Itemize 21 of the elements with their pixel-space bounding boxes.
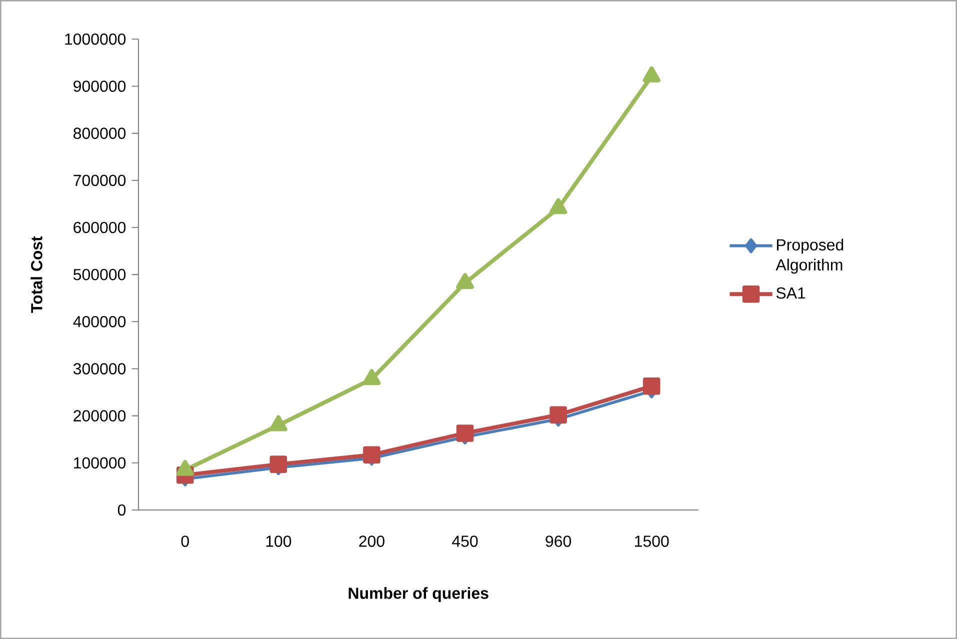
x-tick-label: 200 (359, 536, 384, 547)
y-tick-label: 1000000 (65, 33, 126, 45)
x-tick-label: 960 (546, 536, 572, 547)
x-tick-label: 100 (266, 536, 292, 547)
x-tick-label: 1500 (635, 536, 669, 547)
y-tick-label: 900000 (74, 80, 126, 92)
y-axis-title: Total Cost (30, 236, 42, 313)
x-axis-title: Number of queries (348, 587, 488, 602)
y-tick-label: 0 (118, 504, 126, 516)
y-tick-label: 500000 (73, 268, 126, 280)
x-tick-label: 450 (452, 536, 478, 547)
y-tick-label: 300000 (73, 363, 126, 374)
y-tick-label: 700000 (74, 174, 126, 186)
x-tick-label: 0 (181, 536, 189, 547)
y-tick-label: 400000 (73, 316, 126, 328)
legend-label: SA1 (776, 287, 806, 299)
legend-label: Proposed Algorithm (776, 238, 844, 274)
y-tick-label: 600000 (74, 222, 126, 234)
y-tick-label: 800000 (74, 128, 126, 139)
y-tick-label: 200000 (74, 410, 126, 422)
y-tick-label: 100000 (74, 457, 126, 469)
